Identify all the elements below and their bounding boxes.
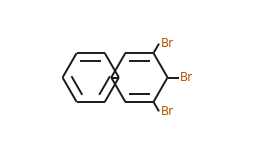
Text: Br: Br [180, 71, 193, 84]
Text: Br: Br [161, 37, 174, 50]
Text: Br: Br [161, 105, 174, 118]
